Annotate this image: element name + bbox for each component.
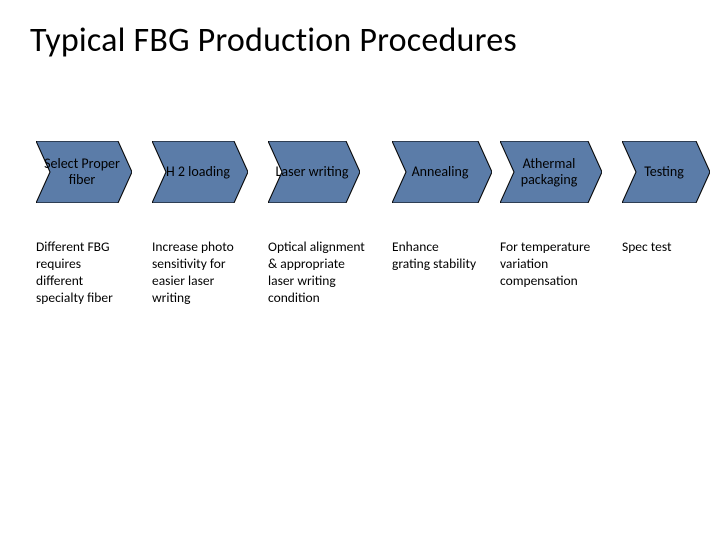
- step-label: Select Proper fiber: [36, 156, 132, 188]
- process-step: Testing Spec test: [622, 141, 710, 256]
- step-label: Athermal packaging: [500, 156, 602, 188]
- process-step: Athermal packaging For temperature variat…: [500, 141, 612, 290]
- step-arrow: Athermal packaging: [500, 141, 602, 203]
- step-label: Testing: [622, 164, 710, 180]
- step-description: Enhance grating stability: [392, 239, 484, 273]
- process-step: Annealing Enhance grating stability: [392, 141, 492, 273]
- step-label: Annealing: [392, 164, 492, 180]
- step-arrow: Select Proper fiber: [36, 141, 132, 203]
- process-flow: Select Proper fiber Different FBG require…: [36, 141, 684, 307]
- process-step: H 2 loading Increase photo sensitivity fo…: [152, 141, 250, 307]
- step-arrow: H 2 loading: [152, 141, 248, 203]
- step-description: Different FBG requires different special…: [36, 239, 134, 307]
- step-description: Spec test: [622, 239, 702, 256]
- step-label: Laser writing: [268, 164, 360, 180]
- step-label: H 2 loading: [152, 164, 248, 180]
- step-description: Increase photo sensitivity for easier la…: [152, 239, 250, 307]
- step-arrow: Laser writing: [268, 141, 360, 203]
- step-arrow: Testing: [622, 141, 710, 203]
- process-step: Laser writing Optical alignment & appropr…: [268, 141, 376, 307]
- process-step: Select Proper fiber Different FBG require…: [36, 141, 134, 307]
- step-description: Optical alignment & appropriate laser wr…: [268, 239, 376, 307]
- step-arrow: Annealing: [392, 141, 492, 203]
- step-description: For temperature variation compensation: [500, 239, 612, 290]
- page-title: Typical FBG Production Procedures: [30, 20, 684, 61]
